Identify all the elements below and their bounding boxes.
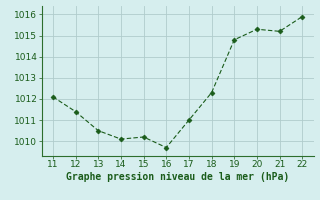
- X-axis label: Graphe pression niveau de la mer (hPa): Graphe pression niveau de la mer (hPa): [66, 172, 289, 182]
